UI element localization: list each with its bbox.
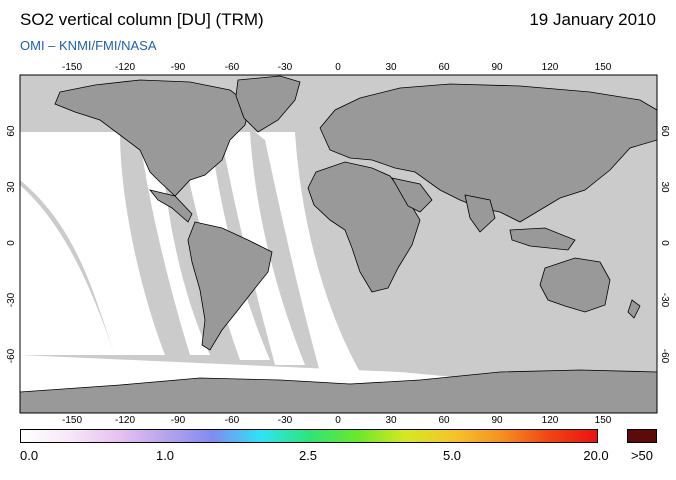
lon-tick-top: 150 [594,62,612,73]
lon-tick-top: -150 [61,62,83,73]
lon-tick-top: -90 [170,62,186,73]
lat-tick-right: 60 [659,125,670,137]
colorbar-label: 20.0 [583,448,609,463]
colorbar-label: 0.0 [20,448,39,463]
lon-tick-top: 120 [541,62,559,73]
arabia [391,177,433,213]
lat-tick-right: -30 [659,292,670,308]
lat-tick-left: 30 [6,181,17,193]
lon-tick-bottom: 0 [335,415,341,426]
south-america [187,221,273,351]
lat-tick-left: -60 [6,348,17,364]
lon-tick-bottom: -60 [224,415,240,426]
lon-tick-bottom: 150 [594,415,612,426]
lon-tick-top: -30 [277,62,293,73]
new-zealand [627,299,641,319]
colorbar [20,429,598,443]
lon-tick-bottom: 60 [438,415,450,426]
map-title: SO2 vertical column [DU] (TRM) [20,10,264,29]
lon-tick-bottom: 30 [385,415,397,426]
lon-tick-top: 30 [385,62,397,73]
europe-asia [319,83,657,223]
central-america [148,189,193,223]
lon-tick-top: -60 [224,62,240,73]
lon-tick-bottom: -30 [277,415,293,426]
lat-tick-right: 30 [659,181,670,193]
greenland [235,75,301,133]
north-america [54,79,251,197]
lat-tick-left: 0 [6,240,17,246]
lon-tick-top: -120 [114,62,136,73]
map-date: 19 January 2010 [529,10,656,29]
lon-tick-top: 90 [491,62,503,73]
africa [307,161,421,293]
colorbar-overflow-box [627,429,657,443]
southeast-asia-islands [509,227,576,251]
lon-tick-bottom: 120 [541,415,559,426]
lon-tick-bottom: 90 [491,415,503,426]
lon-tick-bottom: -90 [170,415,186,426]
map-frame [19,74,658,414]
lon-tick-top: 60 [438,62,450,73]
lat-tick-left: -30 [6,292,17,308]
india [464,194,496,233]
lat-tick-right: 0 [659,240,670,246]
lat-tick-right: -60 [659,348,670,364]
colorbar-overflow-label: >50 [630,448,654,463]
antarctica [20,369,657,413]
colorbar-label: 2.5 [298,448,318,463]
lon-tick-bottom: -150 [61,415,83,426]
colorbar-label: 1.0 [155,448,175,463]
colorbar-label: 5.0 [442,448,462,463]
lat-tick-left: 60 [6,125,17,137]
lon-tick-bottom: -120 [114,415,136,426]
australia [539,257,611,313]
lon-tick-top: 0 [335,62,341,73]
data-credit: OMI – KNMI/FMI/NASA [20,38,157,53]
land-masses [20,75,657,413]
